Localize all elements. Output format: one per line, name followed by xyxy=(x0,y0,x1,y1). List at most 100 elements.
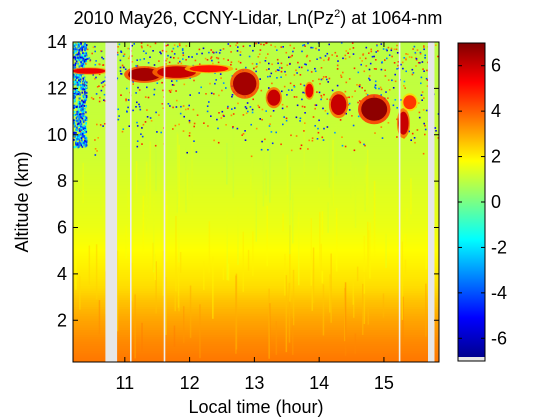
noise-pixel xyxy=(341,136,343,138)
noise-pixel xyxy=(82,52,85,55)
noise-pixel xyxy=(156,131,158,133)
noise-pixel xyxy=(423,46,425,48)
noise-pixel xyxy=(83,135,85,137)
noise-pixel xyxy=(73,100,76,103)
noise-pixel xyxy=(226,107,229,109)
noise-pixel xyxy=(78,128,81,131)
noise-pixel xyxy=(425,77,428,80)
noise-pixel xyxy=(344,90,347,93)
noise-pixel xyxy=(169,91,172,93)
noise-pixel xyxy=(85,97,87,100)
noise-pixel xyxy=(289,82,292,85)
noise-pixel xyxy=(144,96,147,98)
noise-pixel xyxy=(85,139,88,142)
noise-pixel xyxy=(263,43,265,46)
noise-pixel xyxy=(158,60,160,62)
background-band xyxy=(73,343,439,347)
background-band xyxy=(73,123,439,127)
noise-pixel xyxy=(82,88,84,91)
noise-pixel xyxy=(140,42,143,44)
noise-pixel xyxy=(187,108,189,110)
noise-pixel xyxy=(281,107,284,110)
noise-pixel xyxy=(231,94,234,96)
noise-pixel xyxy=(245,107,248,110)
texture-stripe xyxy=(79,276,81,310)
noise-pixel xyxy=(80,142,83,145)
noise-pixel xyxy=(356,84,358,86)
texture-stripe xyxy=(199,304,201,359)
noise-pixel xyxy=(76,126,78,129)
background-band xyxy=(73,185,439,189)
noise-pixel xyxy=(84,63,87,65)
noise-pixel xyxy=(220,117,223,119)
noise-pixel xyxy=(85,99,87,101)
noise-pixel xyxy=(363,143,365,146)
noise-pixel xyxy=(397,64,399,67)
noise-pixel xyxy=(136,140,139,142)
noise-pixel xyxy=(78,141,81,143)
noise-pixel xyxy=(152,50,154,52)
texture-stripe xyxy=(141,322,143,352)
noise-pixel xyxy=(424,124,426,127)
noise-pixel xyxy=(78,116,80,119)
noise-pixel xyxy=(321,78,324,80)
noise-pixel xyxy=(353,67,356,70)
thin-data-gap xyxy=(130,42,132,362)
noise-pixel xyxy=(326,52,329,55)
texture-stripe xyxy=(155,123,157,192)
noise-pixel xyxy=(185,59,187,61)
background-band xyxy=(73,181,439,185)
noise-pixel xyxy=(170,89,173,91)
noise-pixel xyxy=(227,43,230,45)
noise-pixel xyxy=(82,83,84,86)
noise-pixel xyxy=(326,126,329,128)
noise-pixel xyxy=(232,126,234,128)
texture-stripe xyxy=(292,318,294,355)
noise-pixel xyxy=(328,57,330,59)
texture-stripe xyxy=(289,196,291,255)
texture-stripe xyxy=(402,296,404,345)
noise-pixel xyxy=(371,55,374,58)
texture-stripe xyxy=(298,212,300,286)
texture-stripe xyxy=(237,207,239,265)
noise-pixel xyxy=(206,105,209,107)
noise-pixel xyxy=(102,64,105,66)
noise-pixel xyxy=(265,42,268,44)
background-band xyxy=(73,259,439,263)
noise-pixel xyxy=(276,69,279,71)
noise-pixel xyxy=(182,52,184,54)
noise-pixel xyxy=(419,51,422,54)
noise-pixel xyxy=(289,56,292,58)
noise-pixel xyxy=(318,91,321,94)
background-band xyxy=(73,55,439,59)
noise-pixel xyxy=(128,125,131,127)
noise-pixel xyxy=(339,119,342,121)
noise-pixel xyxy=(315,104,318,106)
noise-pixel xyxy=(173,53,176,55)
noise-pixel xyxy=(258,53,261,55)
noise-pixel xyxy=(370,48,372,51)
background-band xyxy=(73,359,439,362)
noise-pixel xyxy=(92,98,95,100)
noise-pixel xyxy=(76,48,78,51)
noise-pixel xyxy=(166,58,168,60)
background-band xyxy=(73,292,439,296)
noise-pixel xyxy=(76,128,78,131)
texture-stripe xyxy=(255,190,257,242)
noise-pixel xyxy=(314,107,316,110)
noise-pixel xyxy=(73,92,76,95)
noise-pixel xyxy=(73,64,76,67)
noise-pixel xyxy=(147,96,150,99)
plot-frame xyxy=(72,41,440,363)
texture-stripe xyxy=(292,193,294,244)
noise-pixel xyxy=(83,117,86,120)
noise-pixel xyxy=(434,127,437,129)
texture-stripe xyxy=(269,142,271,203)
background-band xyxy=(73,67,439,71)
noise-pixel xyxy=(179,60,181,63)
noise-pixel xyxy=(275,70,277,73)
noise-pixel xyxy=(77,42,80,45)
noise-pixel xyxy=(92,73,94,76)
noise-pixel xyxy=(75,136,78,138)
colorbar-tick-label: 4 xyxy=(491,101,501,121)
